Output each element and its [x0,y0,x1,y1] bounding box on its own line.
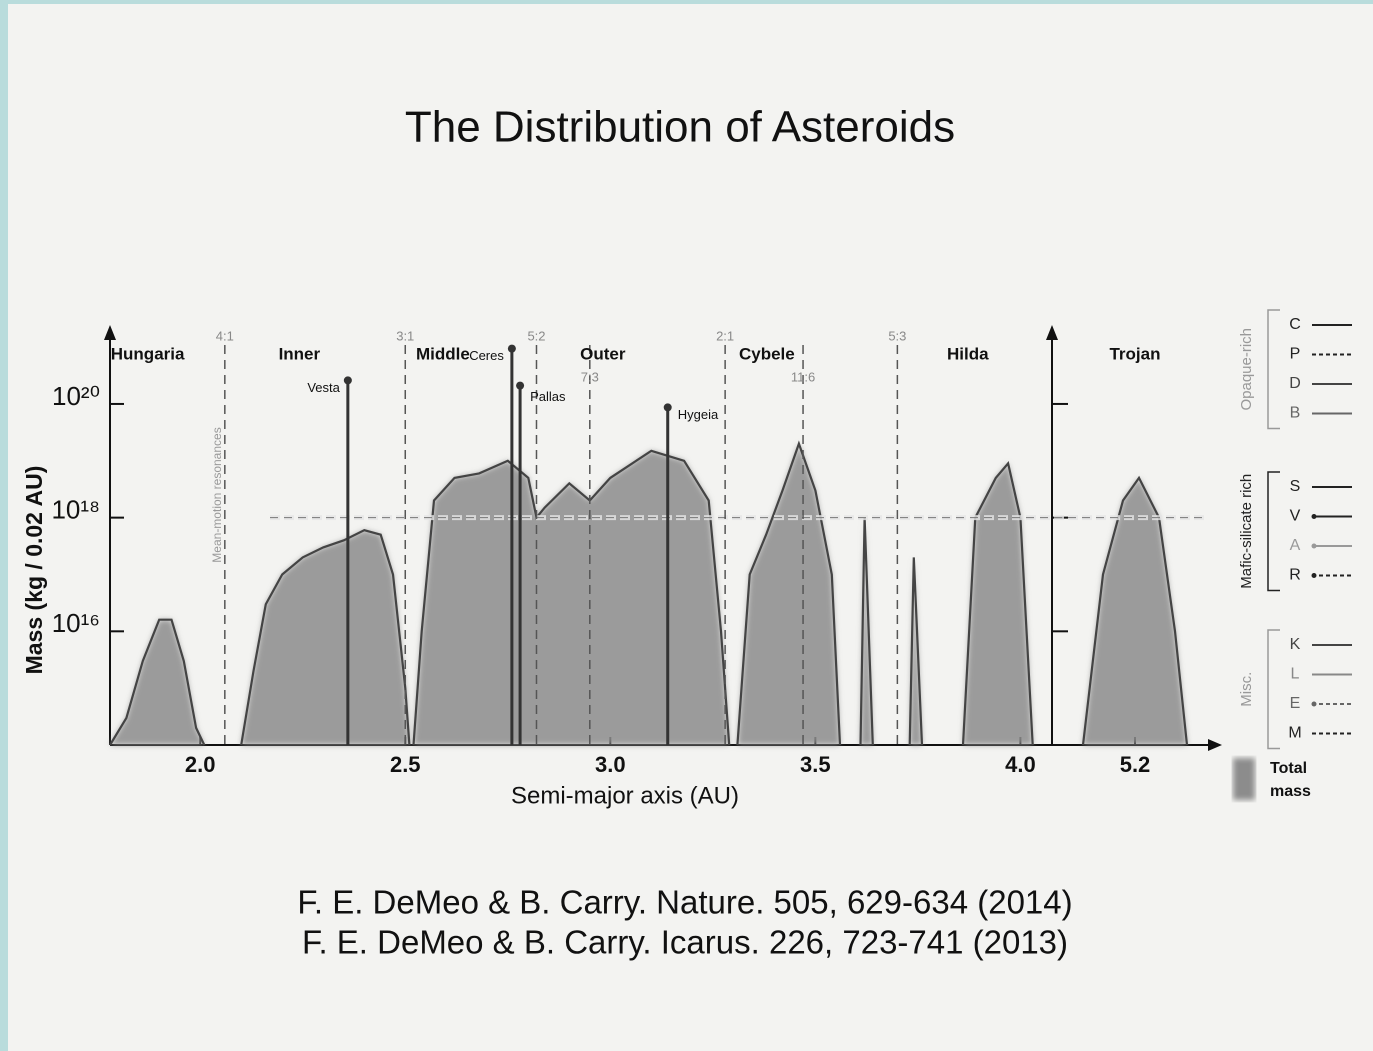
asteroid-label: Vesta [307,380,340,395]
legend-dot [1311,543,1317,549]
x-tick-label: 2.5 [390,752,421,777]
legend-dot [1311,701,1317,707]
y-axis-label: Mass (kg / 0.02 AU) [21,466,47,675]
region-label: Hungaria [111,344,185,363]
legend-bracket [1267,309,1280,430]
asteroid-label: Hygeia [678,407,719,422]
asteroid-point [507,344,516,353]
x-tick-label: 3.0 [595,752,626,777]
resonance-label: 4:1 [216,328,234,343]
resonance-label: 5:2 [527,328,545,343]
legend-bracket [1267,629,1280,750]
region-label: Inner [279,344,321,363]
resonance-label: 2:1 [716,328,734,343]
frame-edge [0,0,1373,4]
legend-label: K [1290,636,1301,653]
x-axis-label: Semi-major axis (AU) [511,782,739,809]
legend-label: Total mass [1270,760,1311,800]
legend-label: A [1290,537,1301,554]
resonance-label: 5:3 [888,328,906,343]
x-tick-label: 5.2 [1120,752,1151,777]
legend-dot [1311,514,1317,519]
legend-bracket [1267,471,1280,592]
resonance-caption: Mean-motion resonances [210,427,224,562]
x-tick-label: 3.5 [800,752,831,777]
y-tick-label: 10¹⁶ [52,608,100,638]
region-label: Trojan [1109,344,1160,363]
legend-group: Misc. [1238,672,1255,707]
asteroid-point [663,403,672,412]
reference: F. E. DeMeo & B. Carry. Icarus. 226, 723… [302,924,1068,961]
y-tick-label: 10¹⁸ [51,495,100,525]
asteroid-point [343,376,352,385]
region-label: Cybele [739,344,795,363]
asteroid-label: Pallas [530,389,566,404]
total-mass-outline [1081,475,1189,746]
legend-label: M [1288,725,1301,742]
resonance-label: 3:1 [396,328,414,343]
legend-label: C [1289,316,1301,333]
legend-label: P [1290,346,1301,363]
asteroid-point [516,381,525,390]
asteroid-label: Ceres [469,348,504,363]
title: The Distribution of Asteroids [405,103,955,152]
reference: F. E. DeMeo & B. Carry. Nature. 505, 629… [297,884,1072,921]
total-mass-swatch [1233,758,1255,800]
legend-dot [1311,573,1317,578]
frame-edge [0,0,8,1051]
legend-label: B [1290,405,1301,422]
region-label: Hilda [947,344,989,363]
legend-group: Opaque-rich [1238,328,1255,411]
resonance-label: 7:3 [581,369,599,384]
legend-group: Mafic-silicate rich [1238,474,1255,589]
resonance-label: 11:6 [791,369,815,384]
region-label: Outer [580,344,626,363]
x-tick-label: 2.0 [185,752,216,777]
x-tick-label: 4.0 [1005,752,1036,777]
legend-label: S [1290,478,1301,495]
total-mass-area [1083,477,1187,745]
legend-label: E [1290,695,1301,712]
y-tick-label: 10²⁰ [52,381,100,411]
legend-label: L [1291,666,1300,683]
legend-label: D [1289,375,1301,392]
legend-label: V [1290,508,1301,525]
legend-label: R [1289,567,1301,584]
region-label: Middle [416,344,470,363]
